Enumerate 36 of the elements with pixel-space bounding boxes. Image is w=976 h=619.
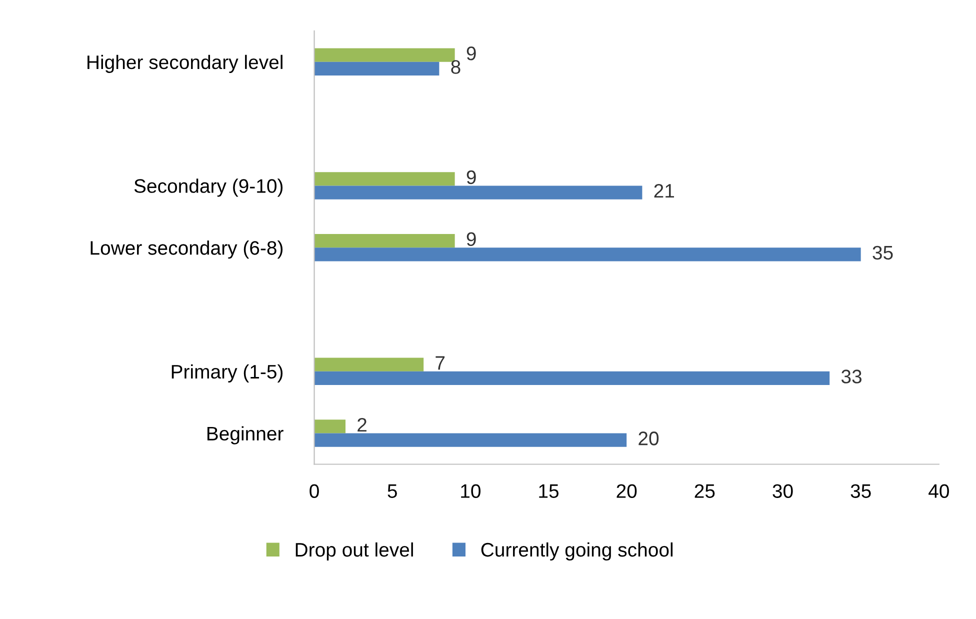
y-tick-label: Primary (1-5) xyxy=(172,364,283,382)
bar xyxy=(314,358,424,372)
data-label: 8 xyxy=(451,60,460,74)
x-tick-label: 40 xyxy=(928,484,949,498)
data-label: 21 xyxy=(654,184,674,198)
data-label: 9 xyxy=(466,46,476,60)
data-label: 9 xyxy=(466,232,476,246)
bar xyxy=(314,371,830,386)
x-tick-label: 30 xyxy=(772,484,793,498)
data-label: 2 xyxy=(358,418,366,432)
y-tick-label: Secondary (9-10) xyxy=(134,178,283,197)
data-label: 33 xyxy=(841,370,862,384)
legend-label: Drop out level xyxy=(296,542,413,561)
x-tick-label: 10 xyxy=(461,484,480,498)
data-label: 35 xyxy=(872,246,893,260)
bar xyxy=(314,186,642,200)
data-label: 7 xyxy=(436,356,445,370)
bar xyxy=(314,62,440,76)
x-tick-label: 20 xyxy=(616,484,637,498)
x-tick-label: 15 xyxy=(539,484,559,498)
bar xyxy=(314,234,455,248)
x-tick-label: 25 xyxy=(694,484,715,498)
y-tick-label: Beginner xyxy=(207,426,284,444)
bar xyxy=(314,48,455,62)
data-label: 9 xyxy=(466,170,476,184)
legend-label: Currently going school xyxy=(481,542,673,561)
bar xyxy=(314,420,346,434)
x-tick-label: 0 xyxy=(310,484,319,498)
bar xyxy=(314,172,455,186)
y-tick-label: Higher secondary level xyxy=(88,54,282,73)
data-label: 20 xyxy=(638,432,659,446)
bar xyxy=(314,433,627,447)
y-tick-label: Lower secondary (6-8) xyxy=(90,240,283,259)
x-tick-label: 35 xyxy=(850,484,871,498)
x-tick-label: 5 xyxy=(388,484,397,498)
bar xyxy=(314,248,861,262)
